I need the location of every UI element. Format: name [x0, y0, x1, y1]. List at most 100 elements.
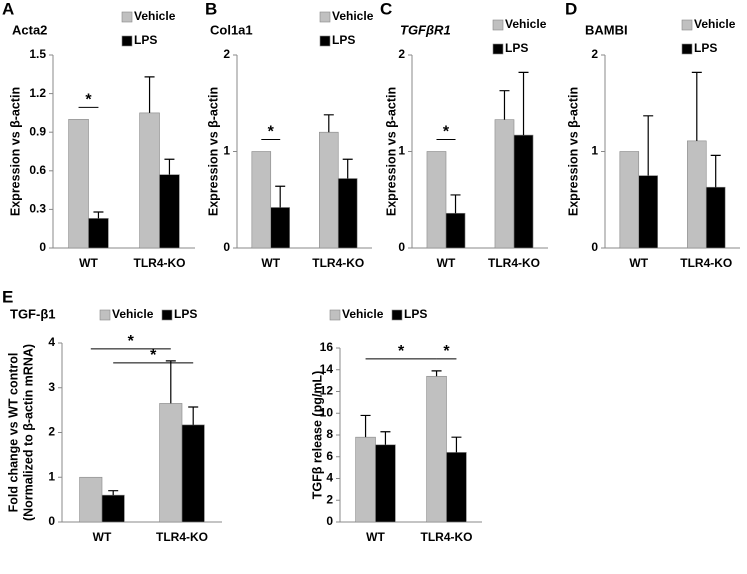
x-tick-label: TLR4-KO [488, 256, 540, 270]
y-tick-label: 0 [39, 240, 46, 254]
legend-swatch [492, 19, 504, 31]
legend-label: LPS [332, 33, 355, 47]
bar [181, 424, 205, 523]
significance-label: * [85, 92, 92, 109]
legend-swatch [681, 43, 693, 55]
significance-label: * [443, 343, 450, 360]
y-axis-label: Expression vs β-actin [206, 87, 220, 216]
y-tick-label: 0 [326, 514, 333, 528]
significance-label: * [268, 124, 275, 141]
chart-title: TGFβR1 [400, 22, 451, 37]
chart-title: TGF-β1 [10, 306, 56, 321]
legend-swatch [319, 35, 331, 47]
y-tick-label: 2 [398, 47, 405, 61]
chart-title: Col1a1 [210, 22, 253, 37]
bar [619, 151, 640, 249]
legend-label: Vehicle [134, 9, 176, 23]
y-tick-label: 16 [320, 340, 334, 354]
y-tick-label: 4 [48, 335, 55, 349]
y-tick-label: 14 [320, 362, 334, 376]
legend-swatch [99, 309, 111, 321]
x-tick-label: WT [366, 530, 385, 544]
bar [101, 494, 125, 523]
panel-letter: E [2, 287, 13, 306]
x-tick-label: TLR4-KO [134, 256, 186, 270]
legend-label: LPS [404, 307, 427, 321]
significance-label: * [128, 333, 135, 350]
y-tick-label: 0 [398, 240, 405, 254]
y-tick-label: 0.3 [29, 202, 46, 216]
significance-label: * [443, 124, 450, 141]
bar [375, 444, 396, 523]
error-bar [323, 114, 334, 133]
panel-letter: D [565, 0, 577, 18]
error-bar [108, 490, 119, 496]
error-bar [380, 431, 391, 445]
y-tick-label: 0 [591, 240, 598, 254]
legend-swatch [391, 309, 403, 321]
y-axis-label: (Normalized to β-actin mRNA) [21, 344, 35, 521]
legend-swatch [319, 11, 331, 23]
bar [705, 186, 726, 249]
bar [270, 207, 290, 249]
y-tick-label: 10 [320, 405, 334, 419]
error-bar [643, 115, 654, 176]
y-tick-label: 2 [326, 492, 333, 506]
error-bar [431, 370, 442, 377]
y-tick-label: 8 [326, 427, 333, 441]
y-tick-label: 2 [223, 47, 230, 61]
error-bar [188, 406, 199, 425]
bar [68, 119, 89, 249]
legend-swatch [329, 309, 341, 321]
error-bar [451, 436, 462, 453]
panel-letter: A [2, 0, 14, 18]
y-axis-label: Fold change vs WT control [6, 353, 20, 513]
panel-letter: C [380, 0, 392, 18]
error-bar [691, 71, 702, 141]
bar [446, 452, 467, 523]
error-bar [360, 414, 371, 438]
legend-label: LPS [694, 41, 717, 55]
y-tick-label: 1.2 [29, 86, 46, 100]
x-tick-label: TLR4-KO [680, 256, 732, 270]
x-tick-label: WT [93, 530, 112, 544]
y-tick-label: 0.9 [29, 124, 46, 138]
y-tick-label: 4 [326, 471, 333, 485]
error-bar [165, 360, 176, 404]
error-bar [499, 90, 510, 120]
bar [687, 140, 707, 249]
y-tick-label: 6 [326, 449, 333, 463]
legend-label: Vehicle [694, 17, 736, 31]
error-bar [93, 211, 104, 219]
bar [513, 134, 534, 249]
legend-swatch [492, 43, 504, 55]
legend-label: LPS [174, 307, 197, 321]
error-bar [144, 76, 155, 113]
bar [426, 375, 447, 523]
y-tick-label: 0 [48, 514, 55, 528]
x-tick-label: WT [261, 256, 280, 270]
y-tick-label: 2 [591, 47, 598, 61]
x-tick-label: TLR4-KO [312, 256, 364, 270]
y-axis-label: Expression vs β-actin [566, 87, 580, 216]
error-bar [342, 158, 353, 179]
error-bar [275, 185, 286, 208]
legend-label: LPS [134, 33, 157, 47]
x-tick-label: WT [79, 256, 98, 270]
error-bar [710, 154, 721, 188]
chart-title: Acta2 [12, 22, 47, 37]
bar [494, 119, 515, 249]
y-axis-label: Expression vs β-actin [384, 87, 398, 216]
bar [638, 175, 658, 249]
error-bar [450, 194, 461, 214]
bar [355, 436, 376, 523]
y-tick-label: 0 [223, 240, 230, 254]
y-tick-label: 2 [48, 425, 55, 439]
y-tick-label: 0.6 [29, 163, 46, 177]
bar [159, 403, 183, 523]
y-axis-label: Expression vs β-actin [8, 87, 22, 216]
y-tick-label: 1.5 [29, 47, 46, 61]
legend-label: Vehicle [505, 17, 547, 31]
legend-swatch [681, 19, 693, 31]
